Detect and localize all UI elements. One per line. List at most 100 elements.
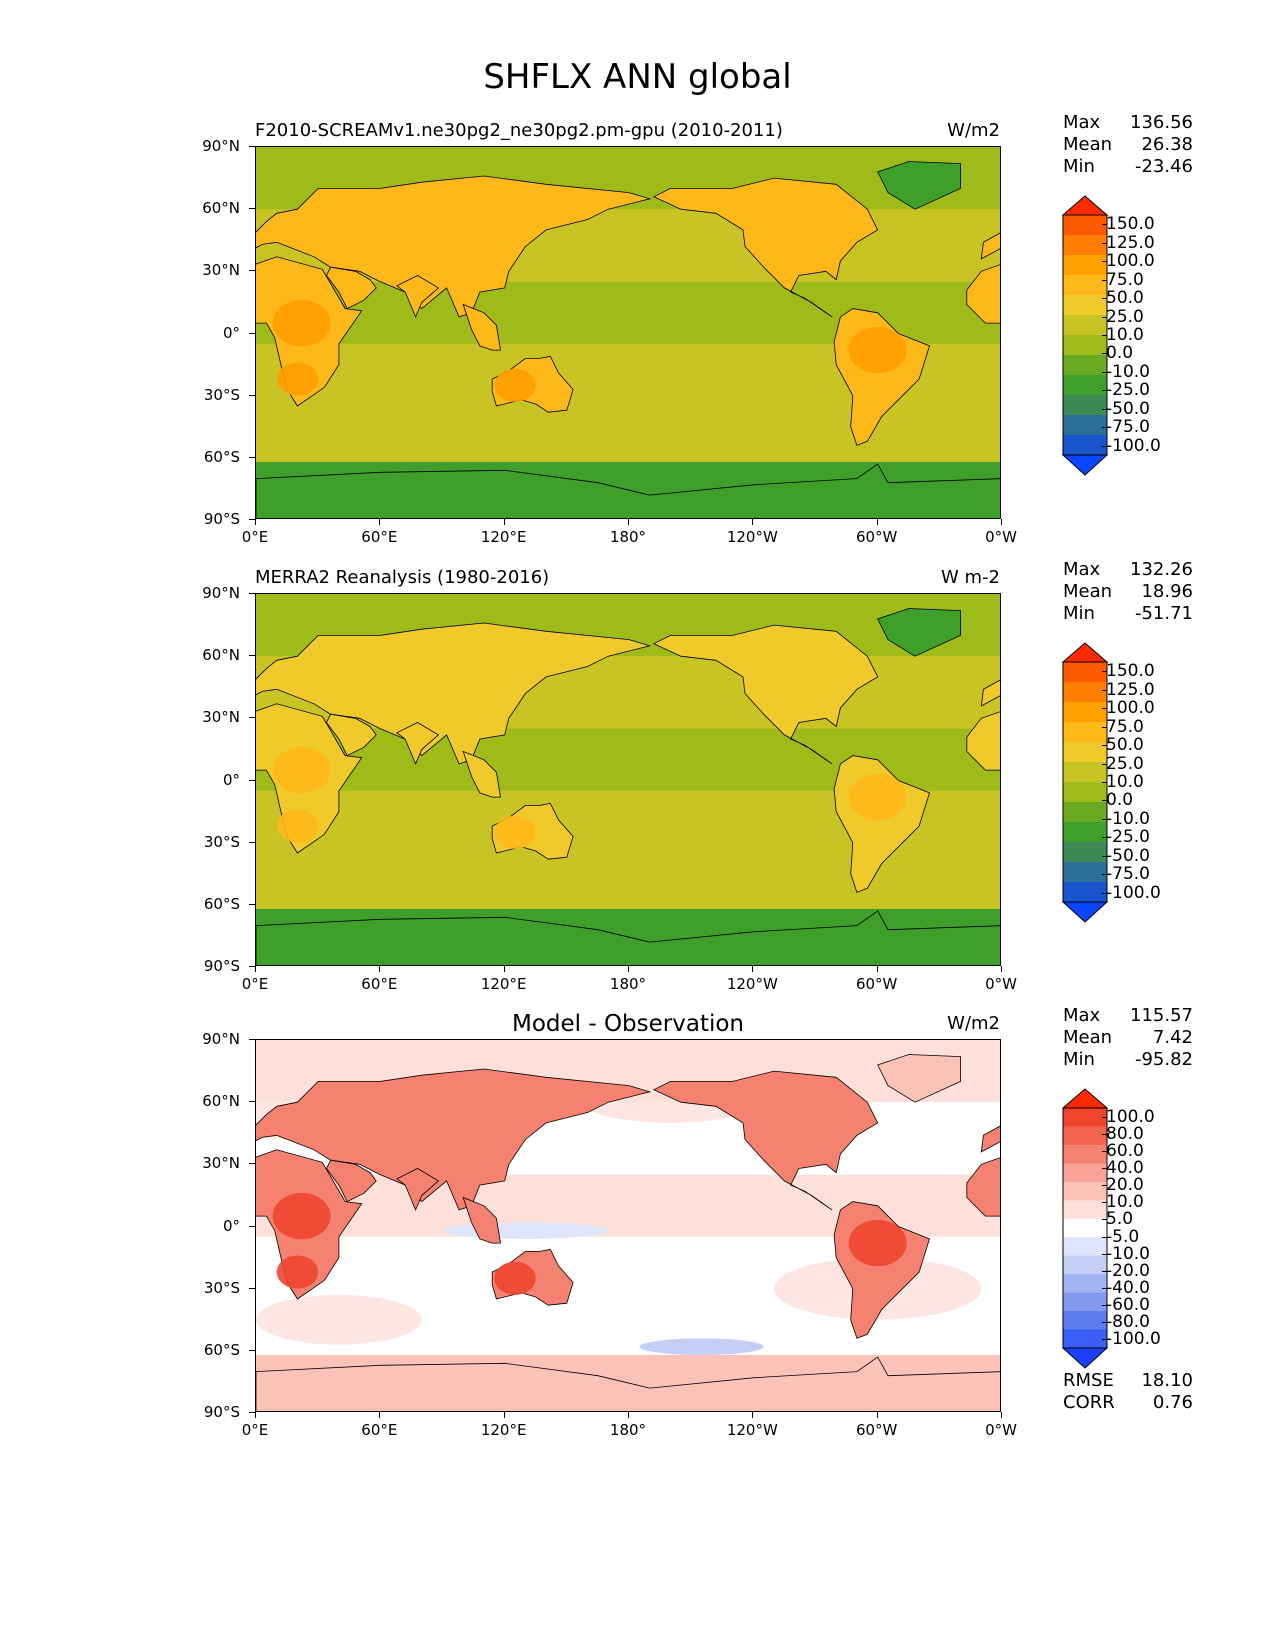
continent-eurasia [256,622,652,765]
stat-label: Mean [1063,581,1113,602]
lon-tick [379,1412,381,1418]
colorbar-label: 40.0 [1106,1158,1144,1178]
lat-tick-label: 90°S [203,510,240,528]
stat-row: Mean 26.38 [1063,134,1193,156]
colorbar-label: 75.0 [1106,269,1144,290]
lon-tick-label: 60°E [361,1421,398,1439]
continent-seasia [462,750,501,798]
colorbar-tick [1102,1236,1107,1238]
lat-tick-label: 0° [222,323,240,342]
colorbar-label: -25.0 [1106,380,1150,401]
lon-tick-label: 0°E [241,528,269,546]
lon-tick [1001,966,1002,972]
land-layer [256,161,1000,518]
colorbar-label: -5.0 [1106,1226,1140,1247]
lon-tick [255,519,256,525]
stat-label: Min [1063,1049,1095,1070]
stat-value: 136.56 [1130,112,1193,133]
colorbar-label: 20.0 [1106,1175,1144,1196]
colorbar-segment [1063,1144,1107,1164]
colorbar-segment [1063,295,1107,316]
map-plot [255,593,1001,966]
colorbar-tick [1102,745,1107,747]
anomaly-patch [639,1338,764,1355]
stat-value: 132.26 [1130,559,1193,580]
colorbar-segment [1063,375,1107,396]
lat-tick-label: 90°N [202,584,240,602]
colorbar-segment [1063,742,1107,763]
colorbar-tick [1102,874,1107,876]
panel-units: W/m2 [947,1013,1000,1034]
stat-label: Max [1063,559,1101,580]
lat-tick [249,332,255,334]
colorbar-tick [1102,242,1107,244]
colorbar-frame [1062,214,1108,456]
hotspot [276,362,319,396]
lon-tick-label: 120°W [726,1421,778,1439]
stat-row: Min -23.46 [1063,156,1193,178]
colorbar-tick [1102,1202,1107,1204]
colorbar-label: -40.0 [1106,1278,1150,1298]
lon-tick-label: 0°W [985,975,1017,993]
lat-tick-label: 60°S [203,1340,240,1359]
lon-tick-label: 60°E [361,975,398,993]
lat-tick-label: 30°N [202,708,240,727]
continent-africa-wrap [966,1157,1000,1217]
map-plot [255,146,1001,519]
lon-tick-label: 60°W [855,528,898,546]
colorbar-tick [1102,371,1107,373]
colorbar-extend-top [1061,1088,1109,1109]
colorbar-tick [1102,1305,1107,1307]
panel-stats: Max 136.56 Mean 26.38 Min -23.46 [1063,112,1193,178]
colorbar-label: 5.0 [1106,1209,1134,1230]
colorbar-tick [1102,1339,1107,1341]
stat-row: RMSE 18.10 [1063,1370,1193,1392]
lon-tick [1001,1412,1002,1418]
continent-eurasia [256,1068,652,1211]
colorbar-tick [1102,726,1107,728]
colorbar-segment [1063,682,1107,703]
colorbar-tick [1102,708,1107,710]
lat-tick [249,208,255,210]
continent-eurasia-wrap [980,679,1000,707]
colorbar-tick [1102,1150,1107,1152]
colorbar-segment [1063,822,1107,843]
colorbar-tick [1102,1168,1107,1169]
colorbar-label: -10.0 [1106,808,1150,829]
lon-tick [752,1412,754,1418]
colorbar-label: -100.0 [1106,1329,1161,1350]
diff-stats: RMSE 18.10 CORR 0.76 [1063,1370,1193,1414]
hotspot [848,326,907,374]
lat-tick-label: 60°S [203,447,240,466]
colorbar-label: 10.0 [1106,1192,1144,1213]
field-band [256,1174,1000,1210]
colorbar [1061,195,1109,476]
continent-greenland [877,1054,961,1103]
colorbar-segment [1063,662,1107,683]
lon-tick-label: 0°E [241,1421,269,1439]
lat-tick-label: 60°S [203,894,240,913]
field-band [256,728,1000,764]
stat-row: Mean 18.96 [1063,581,1193,603]
stat-label: Max [1063,1005,1101,1026]
colorbar-segment [1063,415,1107,436]
colorbar-tick [1102,892,1107,894]
colorbar-tick [1102,1322,1107,1324]
hotspot [494,1261,536,1295]
colorbar-tick [1102,390,1107,392]
colorbar-container [1061,642,1109,928]
colorbar-tick [1102,689,1107,691]
colorbar-extend-top [1061,195,1109,216]
panel-units: W/m2 [947,120,1000,141]
lat-tick-label: 90°N [202,1030,240,1048]
colorbar-label: 10.0 [1106,325,1144,345]
stat-value: -95.82 [1134,1049,1193,1070]
hotspot [276,809,319,843]
lat-tick [249,593,255,594]
lon-tick [503,1412,505,1418]
map-plot [255,1039,1001,1412]
colorbar-label: 50.0 [1106,735,1144,756]
colorbar-label: 100.0 [1106,698,1155,719]
map-panel-1: F2010-SCREAMv1.ne30pg2_ne30pg2.pm-gpu (2… [0,112,1275,580]
colorbar-tick [1102,335,1107,336]
